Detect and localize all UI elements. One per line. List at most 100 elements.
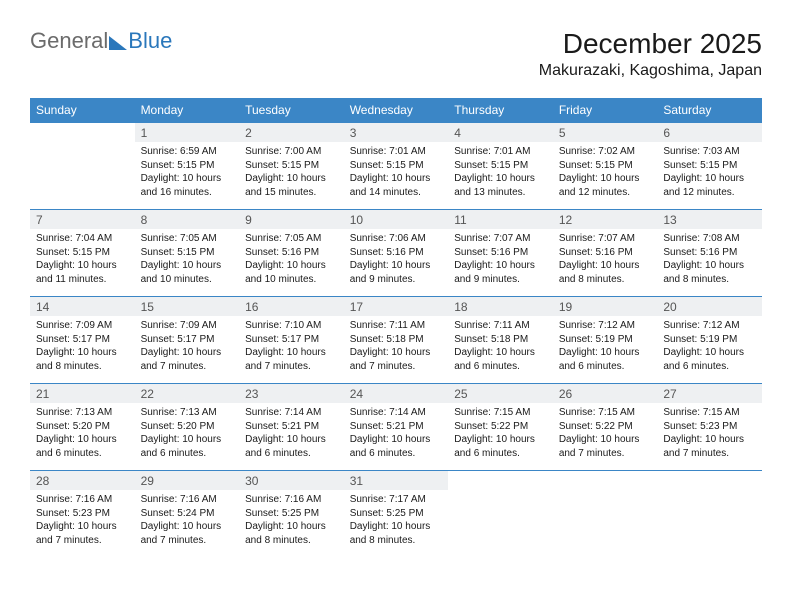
day-day1: Daylight: 10 hours	[36, 259, 129, 273]
day-number: 30	[239, 471, 344, 491]
day-day1: Daylight: 10 hours	[245, 433, 338, 447]
day-number: 21	[30, 384, 135, 404]
day-day1: Daylight: 10 hours	[663, 346, 756, 360]
day-detail-cell: Sunrise: 7:15 AMSunset: 5:22 PMDaylight:…	[448, 403, 553, 471]
day-detail-cell: Sunrise: 7:16 AMSunset: 5:25 PMDaylight:…	[239, 490, 344, 553]
dow-header: Monday	[135, 98, 240, 123]
day-sunrise: Sunrise: 7:14 AM	[350, 406, 443, 420]
day-number	[657, 471, 762, 491]
day-day1: Daylight: 10 hours	[36, 520, 129, 534]
day-day2: and 16 minutes.	[141, 186, 234, 200]
day-sunset: Sunset: 5:17 PM	[36, 333, 129, 347]
day-number: 5	[553, 123, 658, 143]
day-day2: and 12 minutes.	[663, 186, 756, 200]
day-number: 23	[239, 384, 344, 404]
day-sunrise: Sunrise: 7:01 AM	[454, 145, 547, 159]
location: Makurazaki, Kagoshima, Japan	[30, 62, 762, 80]
day-sunrise: Sunrise: 7:16 AM	[245, 493, 338, 507]
day-sunrise: Sunrise: 7:01 AM	[350, 145, 443, 159]
day-day2: and 12 minutes.	[559, 186, 652, 200]
day-detail-cell: Sunrise: 7:12 AMSunset: 5:19 PMDaylight:…	[657, 316, 762, 384]
day-day1: Daylight: 10 hours	[36, 346, 129, 360]
day-detail-cell: Sunrise: 7:11 AMSunset: 5:18 PMDaylight:…	[448, 316, 553, 384]
day-day2: and 8 minutes.	[559, 273, 652, 287]
day-number: 17	[344, 297, 449, 317]
day-detail-cell: Sunrise: 7:09 AMSunset: 5:17 PMDaylight:…	[135, 316, 240, 384]
day-sunrise: Sunrise: 7:07 AM	[454, 232, 547, 246]
day-day2: and 6 minutes.	[350, 447, 443, 461]
day-day2: and 9 minutes.	[350, 273, 443, 287]
day-day2: and 6 minutes.	[454, 360, 547, 374]
day-number	[448, 471, 553, 491]
day-sunset: Sunset: 5:16 PM	[245, 246, 338, 260]
daynum-row: 123456	[30, 123, 762, 143]
day-sunrise: Sunrise: 7:12 AM	[663, 319, 756, 333]
day-detail-cell: Sunrise: 7:15 AMSunset: 5:23 PMDaylight:…	[657, 403, 762, 471]
day-sunrise: Sunrise: 7:00 AM	[245, 145, 338, 159]
day-day1: Daylight: 10 hours	[141, 259, 234, 273]
day-sunrise: Sunrise: 7:03 AM	[663, 145, 756, 159]
day-day1: Daylight: 10 hours	[454, 259, 547, 273]
day-detail-cell: Sunrise: 7:13 AMSunset: 5:20 PMDaylight:…	[30, 403, 135, 471]
day-sunrise: Sunrise: 6:59 AM	[141, 145, 234, 159]
day-number: 18	[448, 297, 553, 317]
logo-triangle-icon	[109, 36, 127, 50]
day-sunset: Sunset: 5:19 PM	[663, 333, 756, 347]
dow-header: Friday	[553, 98, 658, 123]
day-day1: Daylight: 10 hours	[559, 172, 652, 186]
day-sunrise: Sunrise: 7:02 AM	[559, 145, 652, 159]
day-sunrise: Sunrise: 7:09 AM	[141, 319, 234, 333]
day-number: 6	[657, 123, 762, 143]
daynum-row: 78910111213	[30, 210, 762, 230]
day-detail-cell: Sunrise: 7:16 AMSunset: 5:23 PMDaylight:…	[30, 490, 135, 553]
day-sunset: Sunset: 5:18 PM	[350, 333, 443, 347]
dow-header: Wednesday	[344, 98, 449, 123]
day-sunset: Sunset: 5:20 PM	[141, 420, 234, 434]
day-sunset: Sunset: 5:17 PM	[141, 333, 234, 347]
day-detail-cell: Sunrise: 7:12 AMSunset: 5:19 PMDaylight:…	[553, 316, 658, 384]
day-day1: Daylight: 10 hours	[141, 346, 234, 360]
day-detail-cell: Sunrise: 7:11 AMSunset: 5:18 PMDaylight:…	[344, 316, 449, 384]
day-day1: Daylight: 10 hours	[350, 520, 443, 534]
day-detail-cell: Sunrise: 7:05 AMSunset: 5:15 PMDaylight:…	[135, 229, 240, 297]
day-sunset: Sunset: 5:19 PM	[559, 333, 652, 347]
day-sunset: Sunset: 5:15 PM	[350, 159, 443, 173]
day-number: 28	[30, 471, 135, 491]
calendar-body: 123456Sunrise: 6:59 AMSunset: 5:15 PMDay…	[30, 123, 762, 554]
day-number: 11	[448, 210, 553, 230]
day-number: 24	[344, 384, 449, 404]
dow-header: Tuesday	[239, 98, 344, 123]
day-sunset: Sunset: 5:22 PM	[454, 420, 547, 434]
dow-header-row: Sunday Monday Tuesday Wednesday Thursday…	[30, 98, 762, 123]
day-day2: and 9 minutes.	[454, 273, 547, 287]
day-sunset: Sunset: 5:15 PM	[245, 159, 338, 173]
day-sunset: Sunset: 5:15 PM	[559, 159, 652, 173]
day-day2: and 6 minutes.	[454, 447, 547, 461]
day-sunset: Sunset: 5:21 PM	[245, 420, 338, 434]
day-sunset: Sunset: 5:17 PM	[245, 333, 338, 347]
day-sunrise: Sunrise: 7:08 AM	[663, 232, 756, 246]
calendar-page: General Blue December 2025 Makurazaki, K…	[0, 0, 792, 573]
day-day1: Daylight: 10 hours	[350, 172, 443, 186]
day-number: 26	[553, 384, 658, 404]
day-number: 22	[135, 384, 240, 404]
day-number: 15	[135, 297, 240, 317]
day-day2: and 8 minutes.	[663, 273, 756, 287]
day-sunrise: Sunrise: 7:05 AM	[245, 232, 338, 246]
day-day1: Daylight: 10 hours	[350, 433, 443, 447]
logo-text-2: Blue	[128, 28, 172, 54]
day-day2: and 6 minutes.	[559, 360, 652, 374]
day-sunrise: Sunrise: 7:04 AM	[36, 232, 129, 246]
detail-row: Sunrise: 7:16 AMSunset: 5:23 PMDaylight:…	[30, 490, 762, 553]
day-number: 19	[553, 297, 658, 317]
detail-row: Sunrise: 7:13 AMSunset: 5:20 PMDaylight:…	[30, 403, 762, 471]
day-day1: Daylight: 10 hours	[141, 433, 234, 447]
day-day1: Daylight: 10 hours	[454, 172, 547, 186]
day-sunrise: Sunrise: 7:06 AM	[350, 232, 443, 246]
day-day1: Daylight: 10 hours	[36, 433, 129, 447]
day-detail-cell	[448, 490, 553, 553]
day-number	[553, 471, 658, 491]
day-detail-cell: Sunrise: 7:01 AMSunset: 5:15 PMDaylight:…	[448, 142, 553, 210]
detail-row: Sunrise: 7:09 AMSunset: 5:17 PMDaylight:…	[30, 316, 762, 384]
day-detail-cell: Sunrise: 7:05 AMSunset: 5:16 PMDaylight:…	[239, 229, 344, 297]
